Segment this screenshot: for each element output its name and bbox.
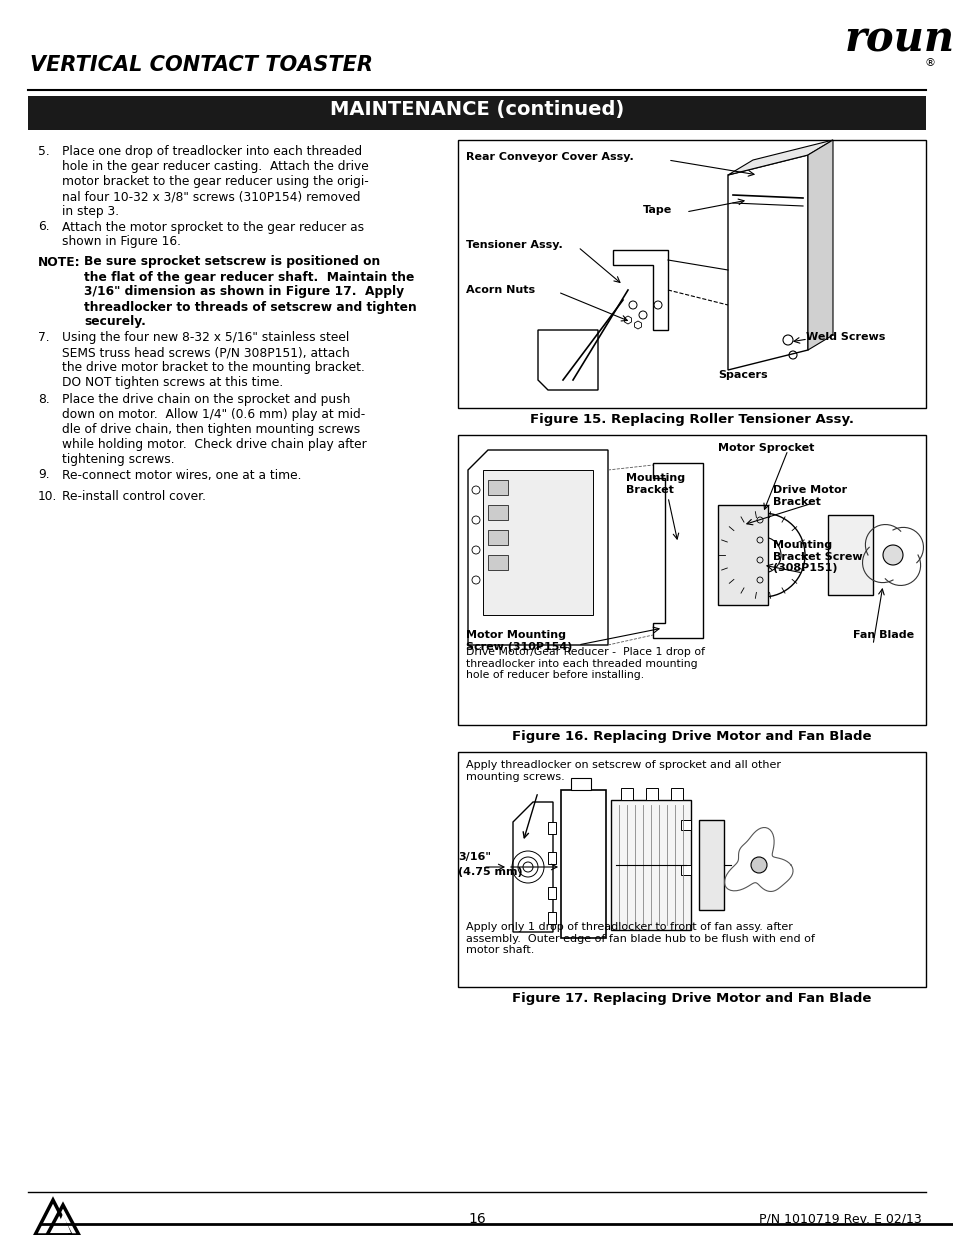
Text: Drive Motor/Gear Reducer -  Place 1 drop of
threadlocker into each threaded moun: Drive Motor/Gear Reducer - Place 1 drop … [465,647,704,680]
Text: Apply only 1 drop of threadlocker to front of fan assy. after
assembly.  Outer e: Apply only 1 drop of threadlocker to fro… [465,923,814,955]
Text: Re-connect motor wires, one at a time.: Re-connect motor wires, one at a time. [62,468,301,482]
Text: 16: 16 [468,1212,485,1226]
Text: Drive Motor
Bracket: Drive Motor Bracket [772,485,846,506]
FancyBboxPatch shape [699,820,723,910]
Text: Tensioner Assy.: Tensioner Assy. [465,240,562,249]
Text: Fan Blade: Fan Blade [852,630,913,640]
Text: Figure 15. Replacing Roller Tensioner Assy.: Figure 15. Replacing Roller Tensioner As… [530,412,853,426]
FancyBboxPatch shape [571,778,590,790]
Text: Acorn Nuts: Acorn Nuts [465,285,535,295]
Text: MAINTENANCE (continued): MAINTENANCE (continued) [330,100,623,119]
Text: Place the drive chain on the sprocket and push
down on motor.  Allow 1/4" (0.6 m: Place the drive chain on the sprocket an… [62,393,366,466]
Text: Be sure sprocket setscrew is positioned on
the flat of the gear reducer shaft.  : Be sure sprocket setscrew is positioned … [84,256,416,329]
Text: Using the four new 8-32 x 5/16" stainless steel
SEMS truss head screws (P/N 308P: Using the four new 8-32 x 5/16" stainles… [62,331,364,389]
FancyBboxPatch shape [457,752,925,987]
Text: Re-install control cover.: Re-install control cover. [62,490,206,503]
Text: VERTICAL CONTACT TOASTER: VERTICAL CONTACT TOASTER [30,56,373,75]
Text: Figure 17. Replacing Drive Motor and Fan Blade: Figure 17. Replacing Drive Motor and Fan… [512,992,871,1005]
FancyBboxPatch shape [457,140,925,408]
FancyBboxPatch shape [28,96,925,130]
Text: Apply threadlocker on setscrew of sprocket and all other
mounting screws.: Apply threadlocker on setscrew of sprock… [465,760,781,782]
FancyBboxPatch shape [547,852,556,864]
Text: Weld Screws: Weld Screws [805,332,884,342]
FancyBboxPatch shape [457,435,925,725]
Text: Mounting
Bracket Screw
(308P151): Mounting Bracket Screw (308P151) [772,540,862,573]
Text: Rear Conveyor Cover Assy.: Rear Conveyor Cover Assy. [465,152,633,162]
Text: 10.: 10. [38,490,57,503]
Circle shape [750,857,766,873]
FancyBboxPatch shape [645,788,658,800]
Text: Mounting
Bracket: Mounting Bracket [625,473,684,494]
FancyBboxPatch shape [560,790,605,939]
Text: roundup: roundup [844,19,953,61]
FancyBboxPatch shape [547,911,556,924]
FancyBboxPatch shape [680,820,690,830]
Text: 5.: 5. [38,144,50,158]
Text: 7.: 7. [38,331,50,345]
Polygon shape [43,1210,63,1233]
FancyBboxPatch shape [547,887,556,899]
Polygon shape [727,140,832,175]
FancyBboxPatch shape [610,800,690,930]
FancyBboxPatch shape [670,788,682,800]
Polygon shape [807,140,832,350]
Text: Figure 16. Replacing Drive Motor and Fan Blade: Figure 16. Replacing Drive Motor and Fan… [512,730,871,743]
Text: Tape: Tape [642,205,672,215]
Circle shape [882,545,902,564]
Text: 8.: 8. [38,393,50,406]
Text: Motor Mounting
Screw (310P154): Motor Mounting Screw (310P154) [465,630,572,652]
Text: NOTE:: NOTE: [38,256,81,268]
Text: Spacers: Spacers [718,370,767,380]
Text: ®: ® [924,58,935,68]
FancyBboxPatch shape [547,823,556,834]
Text: P/N 1010719 Rev. E 02/13: P/N 1010719 Rev. E 02/13 [759,1212,921,1225]
FancyBboxPatch shape [620,788,633,800]
FancyBboxPatch shape [488,555,507,571]
FancyBboxPatch shape [488,480,507,495]
Text: 6.: 6. [38,221,50,233]
Text: Motor Sprocket: Motor Sprocket [718,443,814,453]
Text: Attach the motor sprocket to the gear reducer as
shown in Figure 16.: Attach the motor sprocket to the gear re… [62,221,364,248]
Text: Place one drop of treadlocker into each threaded
hole in the gear reducer castin: Place one drop of treadlocker into each … [62,144,369,219]
Text: 9.: 9. [38,468,50,482]
FancyBboxPatch shape [488,505,507,520]
FancyBboxPatch shape [718,505,767,605]
Text: (4.75 mm): (4.75 mm) [457,867,522,877]
Polygon shape [55,1214,71,1233]
FancyBboxPatch shape [680,864,690,876]
FancyBboxPatch shape [827,515,872,595]
FancyBboxPatch shape [488,530,507,545]
Text: 3/16": 3/16" [457,852,491,862]
FancyBboxPatch shape [482,471,593,615]
